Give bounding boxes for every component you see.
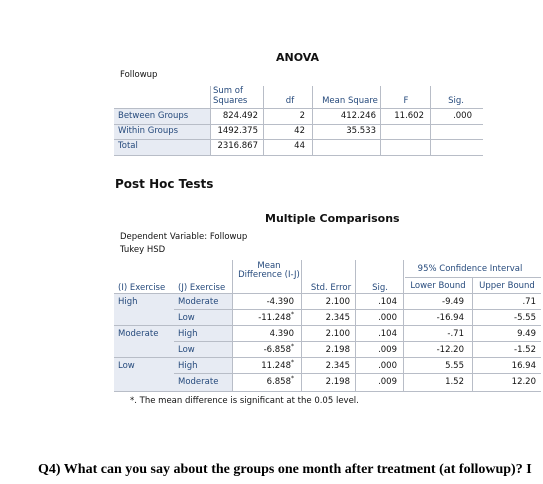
mc-title: Multiple Comparisons: [265, 212, 400, 225]
upper-bound: .71: [522, 297, 536, 307]
cell-f: 11.602: [394, 111, 424, 121]
cell-ms: 35.533: [346, 126, 376, 136]
sig-value: .104: [378, 297, 397, 307]
header-upper-bound: Upper Bound: [479, 281, 535, 291]
sig-value: .000: [378, 313, 397, 323]
question-q4: Q4) What can you say about the groups on…: [38, 462, 532, 477]
anova-dependent-label: Followup: [120, 70, 158, 80]
sig-value: .009: [378, 377, 397, 387]
mean-difference: -6.858: [263, 345, 291, 355]
sig-star: *: [291, 343, 294, 351]
j-cell: High: [178, 329, 198, 339]
std-error: 2.345: [325, 313, 350, 323]
row-label-between: Between Groups: [118, 111, 189, 121]
upper-bound: -5.55: [514, 313, 536, 323]
upper-bound: 9.49: [517, 329, 536, 339]
i-low: Low: [118, 361, 135, 371]
cell-ss: 2316.867: [217, 141, 258, 151]
cell-ss: 824.492: [222, 111, 258, 121]
question-continuation-fragment: [38, 480, 543, 484]
header-f: F: [403, 96, 409, 106]
lower-bound: -16.94: [436, 313, 464, 323]
lower-bound: 5.55: [445, 361, 464, 371]
sig-star: *: [291, 375, 294, 383]
sig-value: .104: [378, 329, 397, 339]
upper-bound: 16.94: [511, 361, 536, 371]
cell-ss: 1492.375: [217, 126, 258, 136]
header-sum-of-squares: Sum of Squares: [213, 86, 248, 106]
header-df: df: [285, 96, 295, 106]
cell-sig: .000: [453, 111, 472, 121]
anova-table: Sum of Squares df Mean Square F Sig. Bet…: [114, 86, 483, 156]
j-cell: Moderate: [178, 297, 219, 307]
cell-df: 44: [294, 141, 305, 151]
multiple-comparisons-table: Mean Difference (I-J) 95% Confidence Int…: [114, 260, 541, 392]
mean-difference: -4.390: [266, 297, 294, 307]
row-label-shade: [114, 109, 210, 155]
lower-bound: -12.20: [436, 345, 464, 355]
footnote-text: The mean difference is significant at th…: [139, 396, 359, 406]
i-moderate: Moderate: [118, 329, 159, 339]
row-label-within: Within Groups: [118, 126, 179, 136]
footnote-mark: *.: [130, 396, 137, 406]
anova-title: ANOVA: [276, 51, 320, 64]
footnote: *. The mean difference is significant at…: [130, 396, 359, 406]
mean-difference: -11.248: [258, 313, 291, 323]
upper-bound: -1.52: [514, 345, 536, 355]
mean-difference: 6.858: [266, 377, 291, 387]
header-mean-square: Mean Square: [322, 96, 378, 106]
header-mean-difference: Mean Difference (I-J): [238, 261, 300, 280]
upper-bound: 12.20: [511, 377, 536, 387]
j-cell: Moderate: [178, 377, 219, 387]
mean-difference: 4.390: [269, 329, 294, 339]
header-j-exercise: (J) Exercise: [178, 283, 226, 293]
sig-star: *: [291, 359, 294, 367]
j-cell: High: [178, 361, 198, 371]
header-std-error: Std. Error: [310, 283, 352, 293]
std-error: 2.100: [325, 297, 350, 307]
mc-dependent-variable: Dependent Variable: Followup: [120, 232, 248, 242]
sig-star: *: [291, 311, 294, 319]
mc-method: Tukey HSD: [120, 245, 166, 255]
header-sig: Sig.: [448, 96, 464, 106]
j-cell: Low: [178, 345, 195, 355]
post-hoc-heading: Post Hoc Tests: [115, 177, 214, 191]
std-error: 2.345: [325, 361, 350, 371]
header-confidence-interval: 95% Confidence Interval: [417, 264, 523, 274]
cell-ms: 412.246: [340, 111, 376, 121]
std-error: 2.198: [325, 377, 350, 387]
std-error: 2.100: [325, 329, 350, 339]
cell-df: 2: [299, 111, 305, 121]
header-i-exercise: (I) Exercise: [118, 283, 166, 293]
lower-bound: 1.52: [445, 377, 464, 387]
header-lower-bound: Lower Bound: [410, 281, 466, 291]
std-error: 2.198: [325, 345, 350, 355]
header-sig: Sig.: [372, 283, 388, 293]
sig-value: .009: [378, 345, 397, 355]
cell-df: 42: [294, 126, 305, 136]
mean-difference: 11.248: [261, 361, 291, 371]
lower-bound: -9.49: [442, 297, 464, 307]
i-high: High: [118, 297, 138, 307]
j-cell: Low: [178, 313, 195, 323]
row-label-total: Total: [118, 141, 138, 151]
lower-bound: -.71: [447, 329, 464, 339]
sig-value: .000: [378, 361, 397, 371]
